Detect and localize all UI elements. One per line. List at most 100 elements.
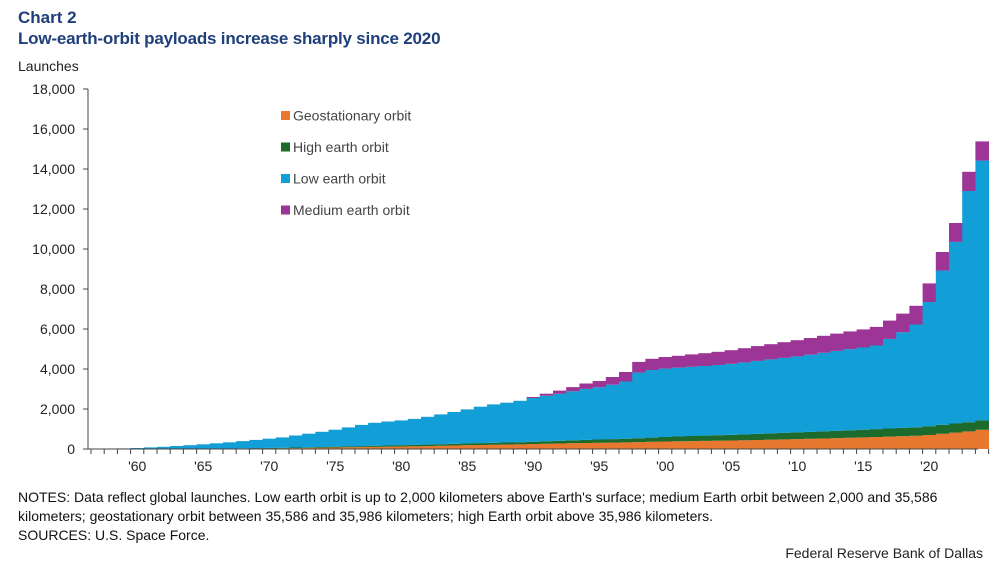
bar-segment <box>447 445 461 449</box>
y-tick-label: 16,000 <box>32 121 75 137</box>
bar-segment <box>341 427 356 447</box>
bar-segment <box>949 241 963 424</box>
bar-segment <box>671 441 686 449</box>
x-tick-label: '95 <box>590 458 608 474</box>
x-tick-label: '85 <box>458 458 476 474</box>
bar-segment <box>315 431 329 447</box>
bar-segment <box>579 443 593 449</box>
bar-segment <box>526 444 541 449</box>
bar-segment <box>302 447 316 448</box>
bar-segment <box>143 447 158 449</box>
bar-segment <box>685 366 699 436</box>
bar-segment <box>553 390 567 394</box>
x-tick-label: '70 <box>260 458 278 474</box>
bar-segment <box>685 441 699 449</box>
bar-segment <box>394 446 409 449</box>
bar-segment <box>962 431 976 449</box>
bar-segment <box>539 443 554 449</box>
bar-segment <box>579 388 593 440</box>
bar-segment <box>896 427 910 437</box>
bar-segment <box>724 363 739 435</box>
bar-segment <box>487 444 501 449</box>
bar-segment <box>658 437 673 442</box>
bar-segment <box>698 366 712 436</box>
bar-segment <box>355 447 369 449</box>
bar-segment <box>645 441 659 449</box>
bar-segment <box>513 442 527 445</box>
bar-segment <box>368 422 382 446</box>
bar-segment <box>236 441 250 449</box>
bar-segment <box>671 436 686 442</box>
bar-segment <box>605 439 620 443</box>
bar-segment <box>605 442 620 449</box>
bar-segment <box>619 438 633 443</box>
bar-segment <box>592 439 607 443</box>
bar-segment <box>645 358 659 370</box>
bar-segment <box>935 270 950 425</box>
legend-label: Medium earth orbit <box>293 202 410 218</box>
bar-segment <box>949 423 963 433</box>
bar-segment <box>830 430 844 439</box>
bar-segment <box>817 352 831 432</box>
bar-segment <box>328 429 343 447</box>
bar-segment <box>711 435 725 441</box>
bar-segment <box>381 445 395 447</box>
bar-segment <box>434 445 448 449</box>
stacked-bar-chart: 0 2,000 4,000 6,000 8,000 10,000 12,000 14,000 1… <box>32 81 990 474</box>
y-tick-label: 6,000 <box>40 321 75 337</box>
bar-segment <box>526 441 541 445</box>
bar-segment <box>711 365 725 436</box>
bar-segment <box>962 422 976 432</box>
credit-label: Federal Reserve Bank of Dallas <box>785 545 983 561</box>
bar-segment <box>592 381 607 388</box>
bar-segment <box>447 412 461 444</box>
bar-segment <box>355 424 369 447</box>
bar-segment <box>183 445 197 449</box>
bar-segment <box>856 437 871 449</box>
bar-segment <box>817 431 831 439</box>
bar-segment <box>513 444 527 449</box>
bar-segment <box>698 353 712 366</box>
bar-segment <box>869 326 884 346</box>
bar-segment <box>896 436 910 449</box>
x-tick-label: '15 <box>854 458 872 474</box>
bar-segment <box>275 437 290 448</box>
bar-segment <box>975 420 989 430</box>
bar-segment <box>764 359 778 434</box>
bar-segment <box>830 333 844 351</box>
bar-segment <box>632 438 646 443</box>
bar-segment <box>473 445 488 449</box>
bar-segment <box>843 349 857 431</box>
bar-segment <box>764 439 778 449</box>
y-tick-label: 18,000 <box>32 81 75 97</box>
bar-segment <box>737 440 752 449</box>
bar-segment <box>421 444 435 447</box>
x-tick-label: '20 <box>920 458 938 474</box>
bar-segment <box>315 447 329 448</box>
bar-segment <box>830 438 844 449</box>
bar-segment <box>487 442 501 445</box>
bar-segment <box>922 426 937 435</box>
y-tick-label: 2,000 <box>40 401 75 417</box>
bar-segment <box>777 342 791 358</box>
bar-segment <box>302 433 316 448</box>
bar-segment <box>341 447 356 449</box>
bar-segment <box>275 447 290 449</box>
bar-segment <box>737 348 752 363</box>
bar-segment <box>790 439 805 449</box>
bar-segment <box>619 442 633 449</box>
bar-segment <box>553 440 567 444</box>
bar-segment <box>909 435 923 449</box>
bar-segment <box>790 432 805 440</box>
bar-segment <box>447 443 461 446</box>
legend-label: Geostationary orbit <box>293 108 411 124</box>
bar-segment <box>777 432 791 440</box>
notes-text: NOTES: Data reflect global launches. Low… <box>18 489 938 524</box>
bar-segment <box>579 383 593 389</box>
bar-segment <box>209 443 224 449</box>
bar-segment <box>803 338 818 355</box>
bar-segment <box>883 338 897 429</box>
bar-segment <box>737 434 752 441</box>
legend-label: Low earth orbit <box>293 171 386 187</box>
bar-segment <box>817 438 831 449</box>
